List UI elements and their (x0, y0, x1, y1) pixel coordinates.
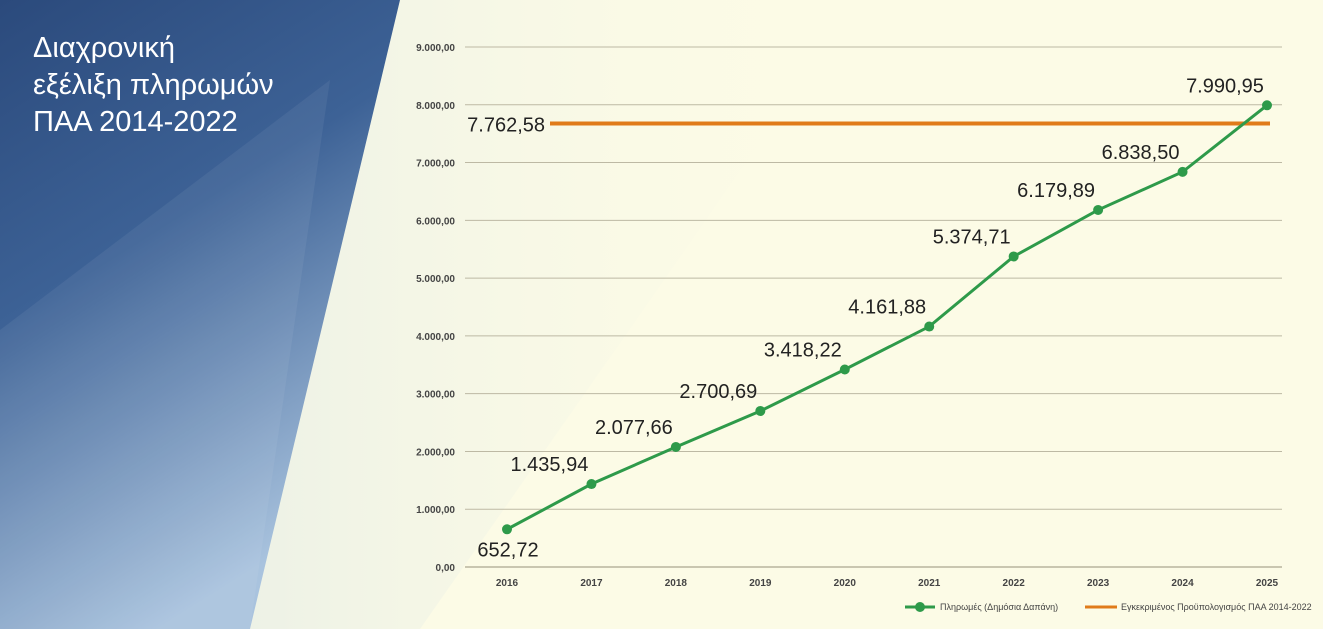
payments-point (502, 524, 512, 535)
y-tick-label: 5.000,00 (416, 274, 455, 285)
payments-point (586, 479, 597, 490)
payments-data-label: 4.161,88 (848, 297, 926, 319)
payments-point (1093, 204, 1104, 215)
payments-point (1177, 166, 1188, 177)
x-tick-label: 2017 (580, 578, 603, 589)
y-tick-label: 1.000,00 (416, 505, 455, 516)
y-tick-label: 6.000,00 (416, 216, 455, 227)
payments-data-label: 2.700,69 (679, 381, 757, 403)
legend-payments-label: Πληρωμές (Δημόσια Δαπάνη) (940, 602, 1058, 612)
x-tick-label: 2023 (1087, 578, 1110, 589)
legend-payments-marker (915, 602, 925, 612)
payments-data-label: 6.179,89 (1017, 180, 1095, 202)
payments-point (670, 441, 681, 452)
x-tick-label: 2021 (918, 578, 941, 589)
y-tick-label: 7.000,00 (416, 159, 455, 170)
payments-point (839, 364, 850, 375)
title-line: εξέλιξη πληρωμών (33, 69, 274, 101)
payments-point (755, 405, 766, 416)
payments-data-label: 7.990,95 (1186, 75, 1264, 97)
y-tick-label: 9.000,00 (416, 43, 455, 54)
chart-title: Διαχρονική εξέλιξη πληρωμών ΠΑΑ 2014-202… (33, 30, 333, 141)
x-tick-label: 2020 (834, 578, 857, 589)
x-tick-label: 2016 (496, 578, 519, 589)
legend-budget-label: Εγκεκριμένος Προϋπολογισμός ΠΑΑ 2014-202… (1121, 602, 1312, 612)
payments-point (1008, 251, 1019, 262)
budget-data-label: 7.762,58 (467, 114, 545, 136)
y-tick-label: 4.000,00 (416, 332, 455, 343)
y-tick-label: 3.000,00 (416, 390, 455, 401)
x-tick-label: 2022 (1003, 578, 1026, 589)
x-tick-label: 2024 (1171, 578, 1194, 589)
payments-line (506, 104, 1268, 531)
payments-data-label: 5.374,71 (933, 226, 1011, 248)
title-line: ΠΑΑ 2014-2022 (33, 106, 238, 138)
x-tick-label: 2025 (1256, 578, 1279, 589)
payments-point (924, 321, 935, 332)
x-tick-label: 2018 (665, 578, 688, 589)
payments-data-label: 652,72 (477, 539, 538, 561)
payments-point (1262, 100, 1272, 111)
payments-data-label: 3.418,22 (764, 340, 842, 362)
payments-data-label: 6.838,50 (1102, 142, 1180, 164)
title-line: Διαχρονική (33, 32, 175, 64)
y-tick-label: 0,00 (436, 563, 456, 574)
payments-data-label: 1.435,94 (511, 454, 589, 476)
x-tick-label: 2019 (749, 578, 772, 589)
y-tick-label: 2.000,00 (416, 447, 455, 458)
y-tick-label: 8.000,00 (416, 101, 455, 112)
payments-data-label: 2.077,66 (595, 417, 673, 439)
